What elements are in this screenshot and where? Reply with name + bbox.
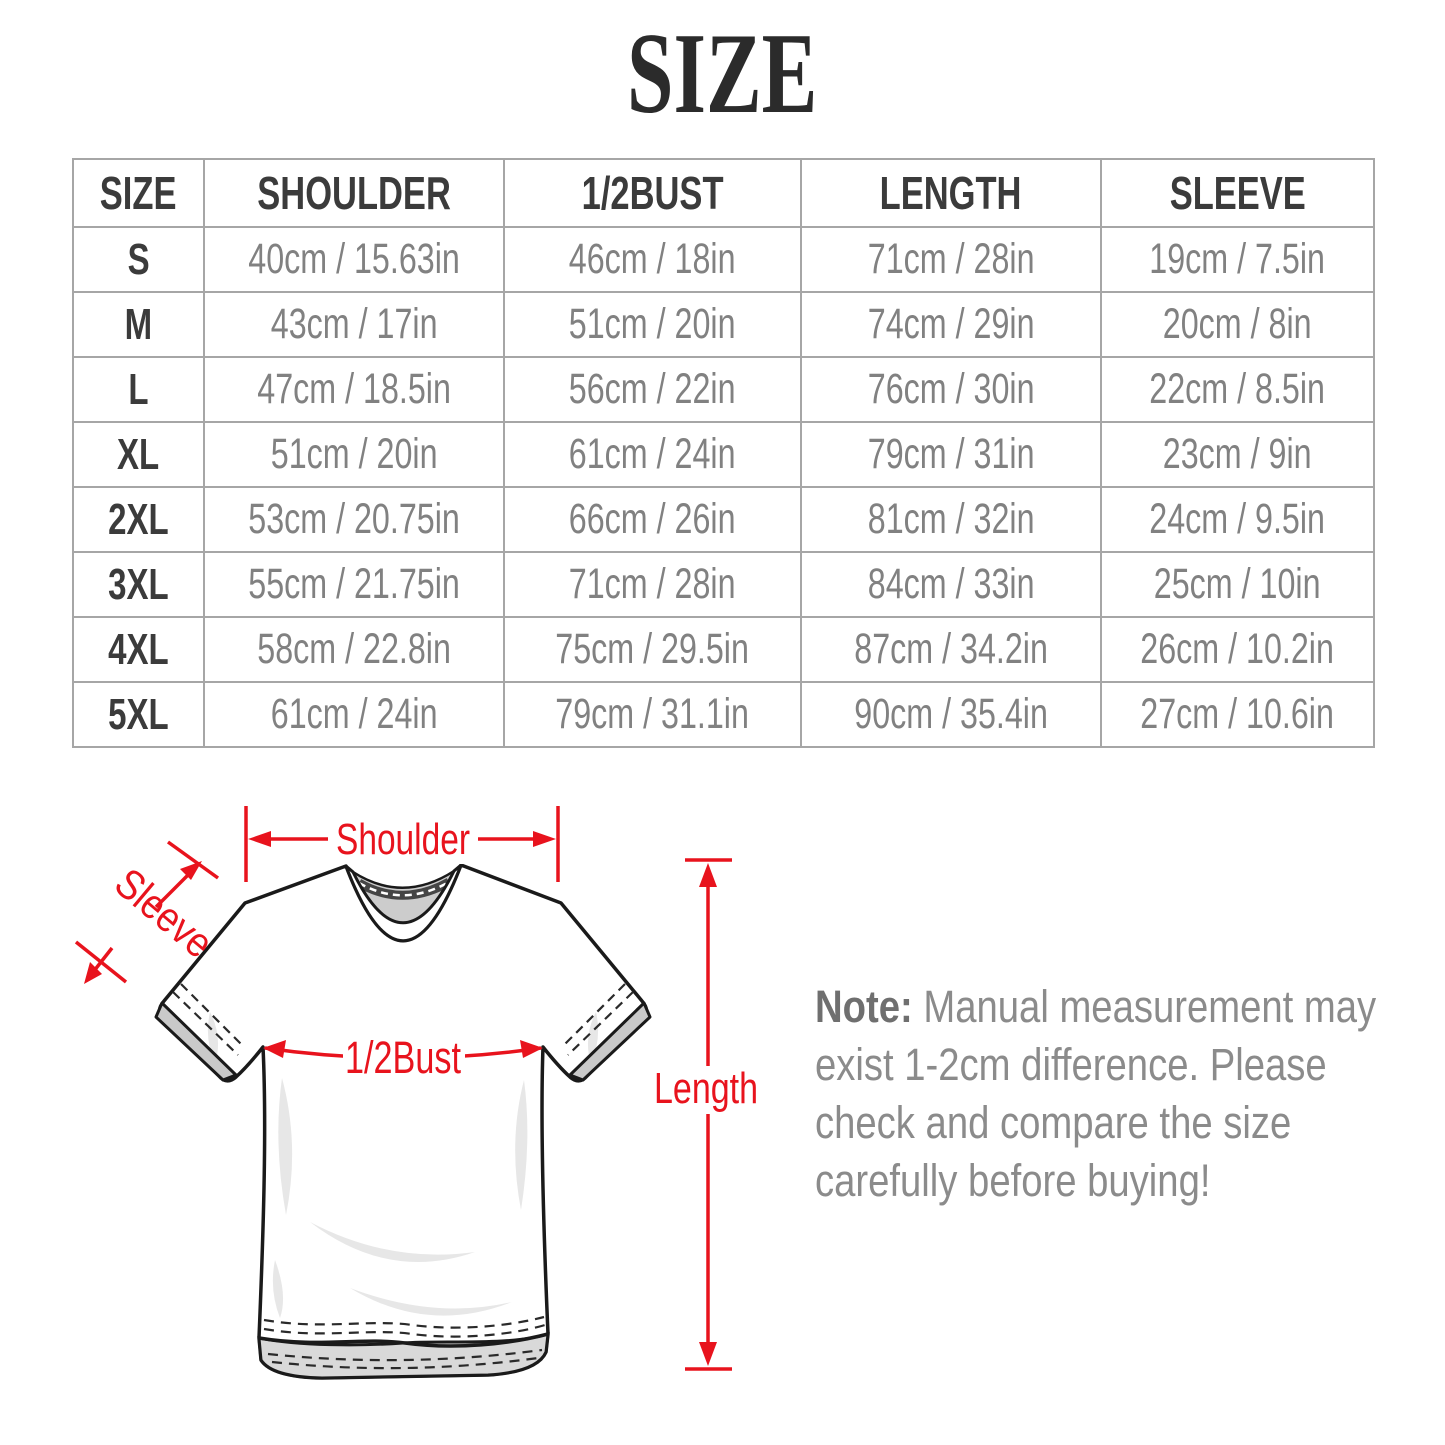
measurement-cell-sleeve: 22cm / 8.5in xyxy=(1100,356,1375,423)
column-header-sleeve: SLEEVE xyxy=(1100,158,1375,228)
measurement-cell-length: 71cm / 28in xyxy=(800,226,1102,293)
size-label-cell: S xyxy=(72,226,205,293)
measurement-cell-shoulder: 53cm / 20.75in xyxy=(203,486,505,553)
measurement-cell-bust: 71cm / 28in xyxy=(503,551,802,618)
measurement-cell-bust: 75cm / 29.5in xyxy=(503,616,802,683)
measurement-cell-shoulder: 43cm / 17in xyxy=(203,291,505,358)
measurement-cell-shoulder: 40cm / 15.63in xyxy=(203,226,505,293)
left-cuff-face xyxy=(154,1001,238,1082)
size-table-header: SIZE SHOULDER 1/2BUST LENGTH SLEEVE xyxy=(72,158,1375,228)
wrinkle-shading xyxy=(207,1012,599,1318)
sleeve-arrow xyxy=(74,840,220,984)
collar-tape-stitch xyxy=(358,880,450,897)
page-title: SIZE xyxy=(627,10,818,138)
size-label-cell: 4XL xyxy=(72,616,205,683)
measurement-cell-shoulder: 51cm / 20in xyxy=(203,421,505,488)
measurement-cell-sleeve: 25cm / 10in xyxy=(1100,551,1375,618)
measurement-cell-length: 90cm / 35.4in xyxy=(800,681,1102,748)
measurement-cell-length: 87cm / 34.2in xyxy=(800,616,1102,683)
measurement-cell-shoulder: 47cm / 18.5in xyxy=(203,356,505,423)
length-label: Length xyxy=(654,1064,758,1113)
shoulder-label: Shoulder xyxy=(336,815,470,864)
measurement-cell-length: 84cm / 33in xyxy=(800,551,1102,618)
measurement-cell-sleeve: 23cm / 9in xyxy=(1100,421,1375,488)
measurement-cell-sleeve: 19cm / 7.5in xyxy=(1100,226,1375,293)
size-label-cell: XL xyxy=(72,421,205,488)
table-row-5xl: 5XL 61cm / 24in 79cm / 31.1in 90cm / 35.4in… xyxy=(72,681,1375,748)
measurement-cell-length: 76cm / 30in xyxy=(800,356,1102,423)
size-label-cell: 5XL xyxy=(72,681,205,748)
note-text: Manual measurement may exist 1-2cm diffe… xyxy=(815,981,1377,1206)
size-label-cell: M xyxy=(72,291,205,358)
table-row-4xl: 4XL 58cm / 22.8in 75cm / 29.5in 87cm / 34.2… xyxy=(72,616,1375,683)
cuff-stitches xyxy=(172,983,634,1056)
measurement-cell-sleeve: 20cm / 8in xyxy=(1100,291,1375,358)
measurement-cell-shoulder: 58cm / 22.8in xyxy=(203,616,505,683)
measurement-cell-shoulder: 55cm / 21.75in xyxy=(203,551,505,618)
sleeve-label: Sleeve xyxy=(106,859,222,967)
measurement-cell-shoulder: 61cm / 24in xyxy=(203,681,505,748)
hem-stitches xyxy=(263,1315,546,1370)
column-header-size: SIZE xyxy=(72,158,205,228)
collar-band xyxy=(344,863,463,943)
table-row-s: S 40cm / 15.63in 46cm / 18in 71cm / 28in 19c… xyxy=(72,226,1375,293)
column-header-shoulder: SHOULDER xyxy=(203,158,505,228)
table-row-m: M 43cm / 17in 51cm / 20in 74cm / 29in 20cm /… xyxy=(72,291,1375,358)
table-row-3xl: 3XL 55cm / 21.75in 71cm / 28in 84cm / 33in 2… xyxy=(72,551,1375,618)
measurement-cell-bust: 56cm / 22in xyxy=(503,356,802,423)
size-label-cell: 2XL xyxy=(72,486,205,553)
measurement-cell-sleeve: 24cm / 9.5in xyxy=(1100,486,1375,553)
measurement-cell-length: 79cm / 31in xyxy=(800,421,1102,488)
size-label-cell: 3XL xyxy=(72,551,205,618)
measurement-cell-sleeve: 26cm / 10.2in xyxy=(1100,616,1375,683)
measurement-cell-bust: 61cm / 24in xyxy=(503,421,802,488)
measurement-cell-bust: 66cm / 26in xyxy=(503,486,802,553)
bust-label: 1/2Bust xyxy=(345,1032,461,1083)
column-header-length: LENGTH xyxy=(800,158,1102,228)
measurement-cell-bust: 51cm / 20in xyxy=(503,291,802,358)
size-table-body: S 40cm / 15.63in 46cm / 18in 71cm / 28in 19c… xyxy=(72,226,1375,748)
measurement-cell-sleeve: 27cm / 10.6in xyxy=(1100,681,1375,748)
size-table: SIZE SHOULDER 1/2BUST LENGTH SLEEVE S 40cm / … xyxy=(72,158,1375,748)
size-label-cell: L xyxy=(72,356,205,423)
column-header-12bust: 1/2BUST xyxy=(503,158,802,228)
length-arrow xyxy=(685,858,732,1371)
measurement-cell-bust: 79cm / 31.1in xyxy=(503,681,802,748)
tshirt-diagram: Shoulder Sleeve 1/2Bust xyxy=(74,806,758,1380)
right-cuff-face xyxy=(568,1001,652,1082)
hem-top-edge xyxy=(258,1332,549,1348)
measurement-cell-length: 74cm / 29in xyxy=(800,291,1102,358)
measurement-cell-bust: 46cm / 18in xyxy=(503,226,802,293)
table-row-2xl: 2XL 53cm / 20.75in 66cm / 26in 81cm / 32in 2… xyxy=(72,486,1375,553)
measurement-note: Note: Manual measurement may exist 1-2cm… xyxy=(815,978,1380,1210)
table-row-l: L 47cm / 18.5in 56cm / 22in 76cm / 30in 22cm… xyxy=(72,356,1375,423)
table-row-xl: XL 51cm / 20in 61cm / 24in 79cm / 31in 23cm … xyxy=(72,421,1375,488)
note-label: Note: xyxy=(815,981,913,1032)
measurement-cell-length: 81cm / 32in xyxy=(800,486,1102,553)
